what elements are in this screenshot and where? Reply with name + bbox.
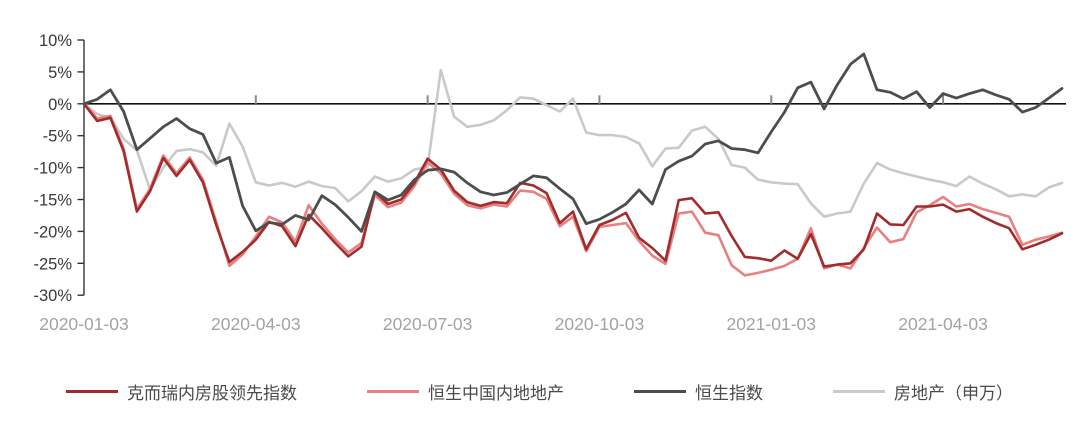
y-tick-label: -5%	[43, 128, 73, 146]
x-tick-label: 2021-04-03	[898, 314, 988, 334]
legend-label-sw-real-estate: 房地产（申万）	[894, 384, 1013, 403]
legend-item-sw-real-estate: 房地产（申万）	[833, 379, 1013, 404]
chart-legend: 克而瑞内房股领先指数 恒生中国内地地产 恒生指数 房地产（申万）	[0, 379, 1080, 404]
y-tick-label: -30%	[33, 287, 72, 305]
legend-swatch-hs-mainland-property	[367, 390, 419, 393]
x-tick-label: 2020-04-03	[211, 314, 301, 334]
legend-label-hs-mainland-property: 恒生中国内地地产	[428, 384, 564, 403]
legend-swatch-sw-real-estate	[833, 390, 885, 393]
x-tick-label: 2020-07-03	[383, 314, 473, 334]
y-tick-label: -10%	[33, 160, 72, 178]
y-tick-label: -20%	[33, 223, 72, 241]
legend-swatch-kerui-index	[66, 390, 118, 393]
legend-label-hang-seng-index: 恒生指数	[695, 384, 763, 403]
legend-label-kerui-index: 克而瑞内房股领先指数	[127, 384, 297, 403]
legend-item-hang-seng-index: 恒生指数	[634, 379, 763, 404]
y-tick-label: -25%	[33, 255, 72, 273]
series-line-2	[82, 52, 1064, 233]
series-line-0	[82, 102, 1064, 268]
legend-item-hs-mainland-property: 恒生中国内地地产	[367, 379, 564, 404]
y-tick-label: 5%	[48, 64, 72, 82]
legend-swatch-hang-seng-index	[634, 390, 686, 393]
y-tick-label: 0%	[48, 96, 72, 114]
legend-item-kerui-index: 克而瑞内房股领先指数	[66, 379, 297, 404]
series-line-1	[82, 102, 1064, 277]
chart-canvas: 10% 5% 0% -5% -10% -15% -20% -25% -30% 2020-01-03…	[33, 32, 1066, 334]
y-tick-label: -15%	[33, 192, 72, 210]
x-tick-label: 2020-10-03	[555, 314, 645, 334]
y-tick-label: 10%	[39, 32, 72, 50]
x-tick-label: 2020-01-03	[39, 314, 129, 334]
series-line-3	[82, 68, 1064, 218]
x-tick-label: 2021-01-03	[726, 314, 816, 334]
